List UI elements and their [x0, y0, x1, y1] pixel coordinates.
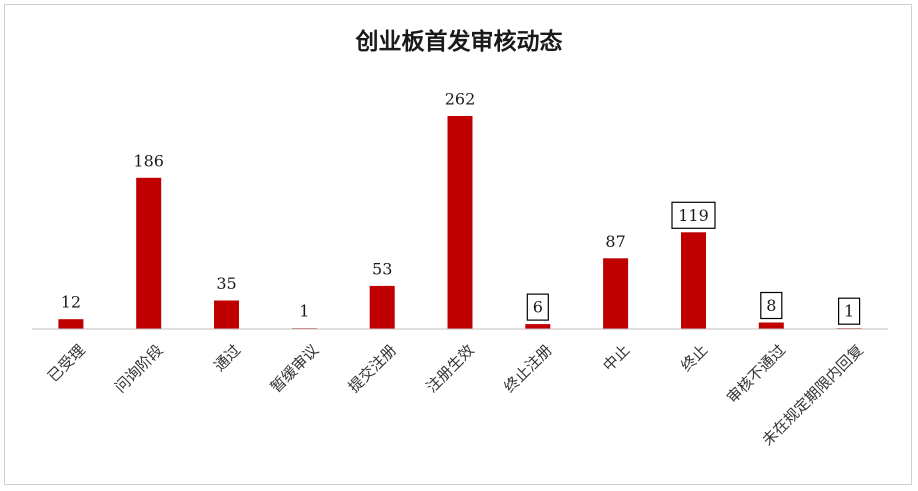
bar	[681, 232, 706, 329]
category-tick-label: 提交注册	[345, 341, 400, 396]
data-label: 12	[61, 293, 81, 312]
bar	[214, 300, 239, 329]
data-label: 186	[133, 151, 164, 170]
category-tick-label: 终止	[677, 341, 711, 375]
bars-layer	[58, 116, 862, 329]
bar	[136, 177, 162, 329]
category-tick-label: 已受理	[44, 341, 89, 386]
category-tick-labels-layer: 已受理 问询阶段 通过 暂缓审议 提交注册 注册生效 终止注册 中止 终止 审核不通过未在规定期限…	[44, 341, 867, 449]
category-tick-label: 通过	[210, 341, 244, 375]
bar	[603, 258, 629, 329]
chart-title: 创业板首发审核动态	[355, 28, 563, 55]
data-label: 87	[605, 232, 625, 251]
category-tick-label: 暂缓审议	[267, 341, 322, 396]
category-tick-label: 终止注册	[500, 341, 555, 396]
data-labels-layer: 12 186 35 1 53 262 6 87 119 8 1	[61, 90, 861, 325]
bar	[758, 322, 784, 329]
data-label: 35	[216, 274, 236, 293]
data-label: 53	[372, 259, 392, 278]
data-label-box	[760, 291, 783, 320]
data-label: 8	[766, 296, 776, 315]
data-label-box	[671, 201, 716, 229]
data-label-box	[837, 297, 861, 325]
bar	[369, 285, 395, 329]
data-label: 1	[844, 302, 854, 321]
category-tick-label: 注册生效	[423, 341, 478, 396]
category-tick-label: 审核不通过	[723, 341, 789, 407]
data-label: 119	[678, 206, 709, 225]
data-label: 6	[533, 298, 543, 317]
bar	[447, 116, 473, 329]
data-label-box	[526, 293, 549, 321]
data-label: 262	[445, 90, 476, 109]
category-tick-label: 问询阶段	[111, 341, 166, 396]
category-tick-label: 中止	[599, 341, 633, 375]
bar	[525, 324, 551, 329]
data-label: 1	[299, 302, 309, 321]
bar	[58, 319, 84, 329]
